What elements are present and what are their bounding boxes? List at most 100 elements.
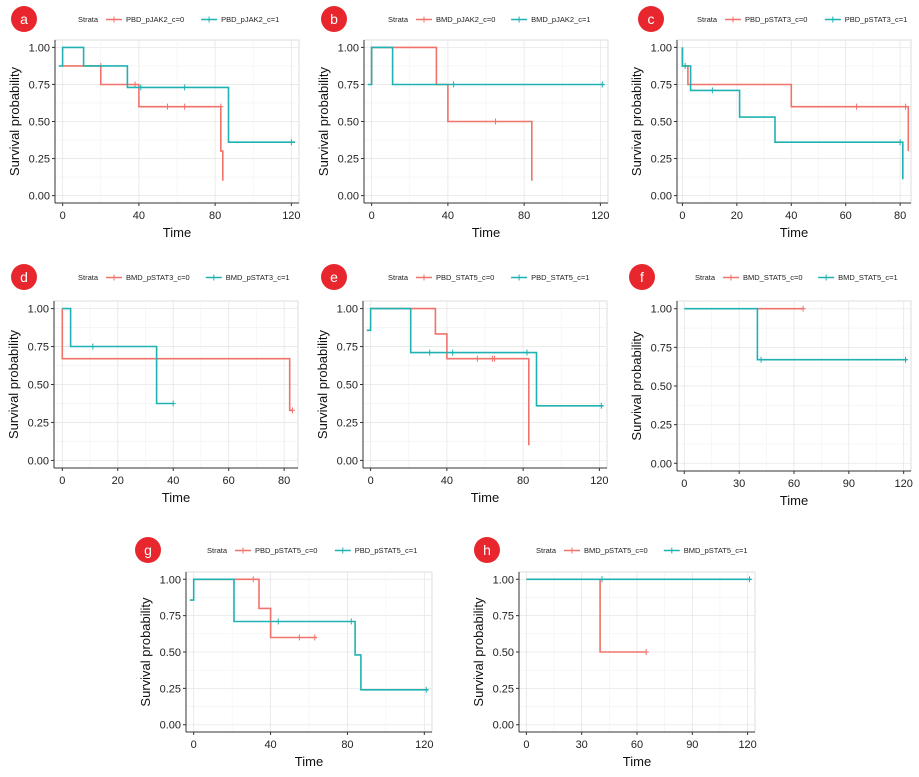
panel-d-xlabel: Time <box>162 490 190 505</box>
panel-f-ytick-label-4: 1.00 <box>651 304 672 316</box>
panel-c-legend-title: Strata <box>697 15 718 24</box>
panel-a-series-0-line <box>62 65 224 181</box>
panel-d-ytick-label-4: 1.00 <box>28 304 49 316</box>
panel-f-ytick-label-0: 0.00 <box>651 458 672 470</box>
panel-e-legend: Strata PBD_STAT5_c=0 PBD_STAT5_c=1 <box>388 273 589 282</box>
panel-h-badge: h <box>474 537 500 563</box>
panel-h-xtick-label-2: 60 <box>631 739 643 751</box>
panel-c-badge: c <box>638 6 664 32</box>
panel-b-xtick-label-3: 120 <box>591 210 609 222</box>
panel-f-xtick-label-1: 30 <box>733 478 745 490</box>
panel-e-xtick-label-3: 120 <box>590 475 608 487</box>
panel-g-series-1-censor-2 <box>423 686 429 693</box>
panel-b-ytick-label-3: 0.75 <box>338 79 359 91</box>
panel-d-ylabel: Survival probability <box>6 329 21 439</box>
panel-d-ytick-label-1: 0.25 <box>28 417 49 429</box>
panel-h-ytick-label-2: 0.50 <box>493 647 514 659</box>
panel-f-xlabel: Time <box>780 493 808 508</box>
panel-g-ytick-label-4: 1.00 <box>160 574 181 586</box>
panel-g-ytick-label-3: 0.75 <box>160 611 181 623</box>
panel-a-badge-circle <box>11 6 37 32</box>
panel-f-series-0 <box>757 305 806 312</box>
panel-e-badge-letter: e <box>330 269 338 285</box>
panel-f-xtick-label-0: 0 <box>681 478 687 490</box>
panel-a-badge-letter: a <box>20 11 28 27</box>
panel-b-series-1-censor-0 <box>451 81 457 88</box>
panel-f-xtick-label-4: 120 <box>895 478 913 490</box>
panel-a-legend-label-0: PBD_pJAK2_c=0 <box>126 15 184 24</box>
panel-f-series-1-censor-1 <box>903 356 909 363</box>
panel-d-ytick-label-0: 0.00 <box>28 455 49 467</box>
panel-f-series-1-line <box>684 307 908 361</box>
panel-a-xtick-label-1: 40 <box>133 210 145 222</box>
panel-f-legend-title: Strata <box>695 273 716 282</box>
panel-f-legend-label-1: BMD_STAT5_c=1 <box>838 273 898 282</box>
panel-a-series-0-censor-3 <box>182 103 188 110</box>
panel-g-xtick-label-2: 80 <box>341 739 353 751</box>
panel-b-ytick-label-0: 0.00 <box>338 191 359 203</box>
panel-c-series-1-censor-1 <box>709 87 715 94</box>
panel-h-legend: Strata BMD_pSTAT5_c=0 BMD_pSTAT5_c=1 <box>536 546 748 555</box>
panel-a-xtick-label-2: 80 <box>209 210 221 222</box>
panel-c-series-0-censor-0 <box>854 103 860 110</box>
panel-a-ytick-label-0: 0.00 <box>29 191 50 203</box>
panel-g-xtick-label-0: 0 <box>191 739 197 751</box>
panel-a-series-1 <box>58 46 296 146</box>
panel-e-xtick-label-0: 0 <box>368 475 374 487</box>
panel-g-ytick-label-1: 0.25 <box>160 683 181 695</box>
panel-g-badge-circle <box>135 537 161 563</box>
panel-c-badge-letter: c <box>648 11 655 27</box>
panel-c-ytick-label-0: 0.00 <box>651 191 672 203</box>
panel-e-series-0-censor-0 <box>474 355 480 362</box>
panel-a-ytick-label-3: 0.75 <box>29 79 50 91</box>
panel-a-xtick-label-3: 120 <box>282 210 300 222</box>
panel-c-legend: Strata PBD_pSTAT3_c=0 PBD_pSTAT3_c=1 <box>697 15 907 24</box>
panel-d-series-1-censor-1 <box>170 400 176 407</box>
panel-g-legend-title: Strata <box>207 546 228 555</box>
panel-f-ytick-label-2: 0.50 <box>651 381 672 393</box>
panel-a-series-1-censor-1 <box>182 84 188 91</box>
panel-b-series-1-line <box>367 46 605 86</box>
panel-e-grid <box>363 301 607 468</box>
panel-e-legend-label-1: PBD_STAT5_c=1 <box>531 273 589 282</box>
panel-a: a Strata PBD_pJAK2_c=0 PBD_pJAK2_c=1 0.00 0.2… <box>7 6 301 240</box>
panel-g-series-1-line <box>189 578 429 691</box>
panel-b-badge-letter: b <box>330 11 338 27</box>
panel-a-legend-label-1: PBD_pJAK2_c=1 <box>221 15 279 24</box>
panel-a-series-0 <box>62 62 224 181</box>
panel-a-grid <box>55 40 299 203</box>
panel-g-xlabel: Time <box>295 754 323 769</box>
panel-c-legend-label-1: PBD_pSTAT3_c=1 <box>845 15 907 24</box>
panel-h-ytick-label-3: 0.75 <box>493 611 514 623</box>
panel-f-series-1-censor-0 <box>758 356 764 363</box>
panel-h-badge-circle <box>474 537 500 563</box>
panel-b-badge-circle <box>321 6 347 32</box>
panel-e-badge: e <box>321 264 347 290</box>
panel-g-series-0-censor-2 <box>312 634 318 641</box>
panel-c-grid <box>677 40 911 203</box>
panel-g-legend: Strata PBD_pSTAT5_c=0 PBD_pSTAT5_c=1 <box>207 546 417 555</box>
panel-a-xlabel: Time <box>163 225 191 240</box>
panel-a-ytick-label-2: 0.50 <box>29 117 50 129</box>
panel-f-badge-letter: f <box>640 269 644 285</box>
panel-h-series-1 <box>526 576 752 583</box>
panel-c-xtick-label-3: 60 <box>840 210 852 222</box>
panel-c-series-1-censor-2 <box>897 139 903 146</box>
panel-f-ytick-label-1: 0.25 <box>651 420 672 432</box>
panel-h: h Strata BMD_pSTAT5_c=0 BMD_pSTAT5_c=1 0.00 0… <box>471 537 757 769</box>
panel-a-badge: a <box>11 6 37 32</box>
panel-a-legend-title: Strata <box>78 15 99 24</box>
panel-c-legend-label-0: PBD_pSTAT3_c=0 <box>745 15 807 24</box>
panel-f-badge: f <box>629 264 655 290</box>
panel-f-series-0-censor-0 <box>800 305 806 312</box>
panel-f-ylabel: Survival probability <box>629 331 644 441</box>
panel-g-badge: g <box>135 537 161 563</box>
panel-b-xtick-label-2: 80 <box>518 210 530 222</box>
panel-f-xtick-label-2: 60 <box>788 478 800 490</box>
panel-e-series-0-censor-2 <box>492 355 498 362</box>
panel-g-series-1-censor-1 <box>348 618 354 625</box>
panel-d-badge-letter: d <box>20 269 28 285</box>
panel-b-ylabel: Survival probability <box>316 66 331 176</box>
panel-e-xtick-label-1: 40 <box>441 475 453 487</box>
panel-a-ytick-label-1: 0.25 <box>29 154 50 166</box>
